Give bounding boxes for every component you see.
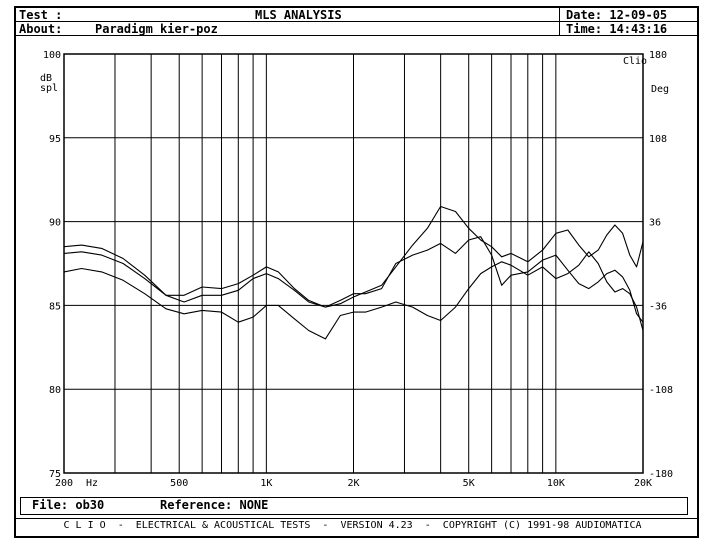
header-separator xyxy=(559,6,560,36)
y2-tick-label: 36 xyxy=(649,218,661,229)
file-name: File: ob30 xyxy=(32,498,105,512)
about-value: Paradigm kier-poz xyxy=(95,22,218,36)
y2-tick-label: -180 xyxy=(649,469,673,480)
clio-corner-label: Clio xyxy=(623,56,647,67)
y2-tick-label: -36 xyxy=(649,301,667,312)
x-tick-label: 5K xyxy=(463,478,475,489)
series-line-1 xyxy=(63,205,644,308)
x-tick-label: 500 xyxy=(170,478,188,489)
x-tick-label: 2K xyxy=(347,478,359,489)
y2-tick-label: 108 xyxy=(649,134,667,145)
y-tick-label: 85 xyxy=(49,301,61,312)
clio-banner: C L I O - ELECTRICAL & ACOUSTICAL TESTS … xyxy=(63,520,642,531)
about-label: About: xyxy=(19,22,63,36)
x-tick-label: 200 xyxy=(55,478,73,489)
y2-axis-label: Deg xyxy=(651,84,669,95)
y2-tick-label: -108 xyxy=(649,385,673,396)
header-divider xyxy=(14,21,699,22)
test-label: Test : xyxy=(19,8,63,22)
reference-info: Reference: NONE xyxy=(160,498,269,512)
x-tick-label: 1K xyxy=(260,478,272,489)
x-axis-unit: Hz xyxy=(86,478,98,489)
y-tick-label: 75 xyxy=(49,469,61,480)
series-line-2 xyxy=(63,236,644,323)
chart-title: MLS ANALYSIS xyxy=(255,8,342,22)
y-axis-label-spl: spl xyxy=(40,83,58,94)
footer-rule xyxy=(14,518,699,519)
series-line-3 xyxy=(63,251,644,340)
file-info-box xyxy=(20,497,688,515)
header-bottom-rule xyxy=(14,35,699,36)
time-label: Time: 14:43:16 xyxy=(566,22,668,36)
y2-tick-label: 180 xyxy=(649,50,667,61)
window-frame xyxy=(14,6,699,538)
y-tick-label: 95 xyxy=(49,134,61,145)
y-tick-label: 80 xyxy=(49,385,61,396)
x-tick-label: 10K xyxy=(547,478,565,489)
y-tick-label: 90 xyxy=(49,218,61,229)
x-tick-label: 20K xyxy=(634,478,652,489)
plot-area-border xyxy=(63,53,644,474)
y-tick-label: 100 xyxy=(43,50,61,61)
date-label: Date: 12-09-05 xyxy=(566,8,668,22)
y-axis-label-db: dB xyxy=(40,73,52,84)
